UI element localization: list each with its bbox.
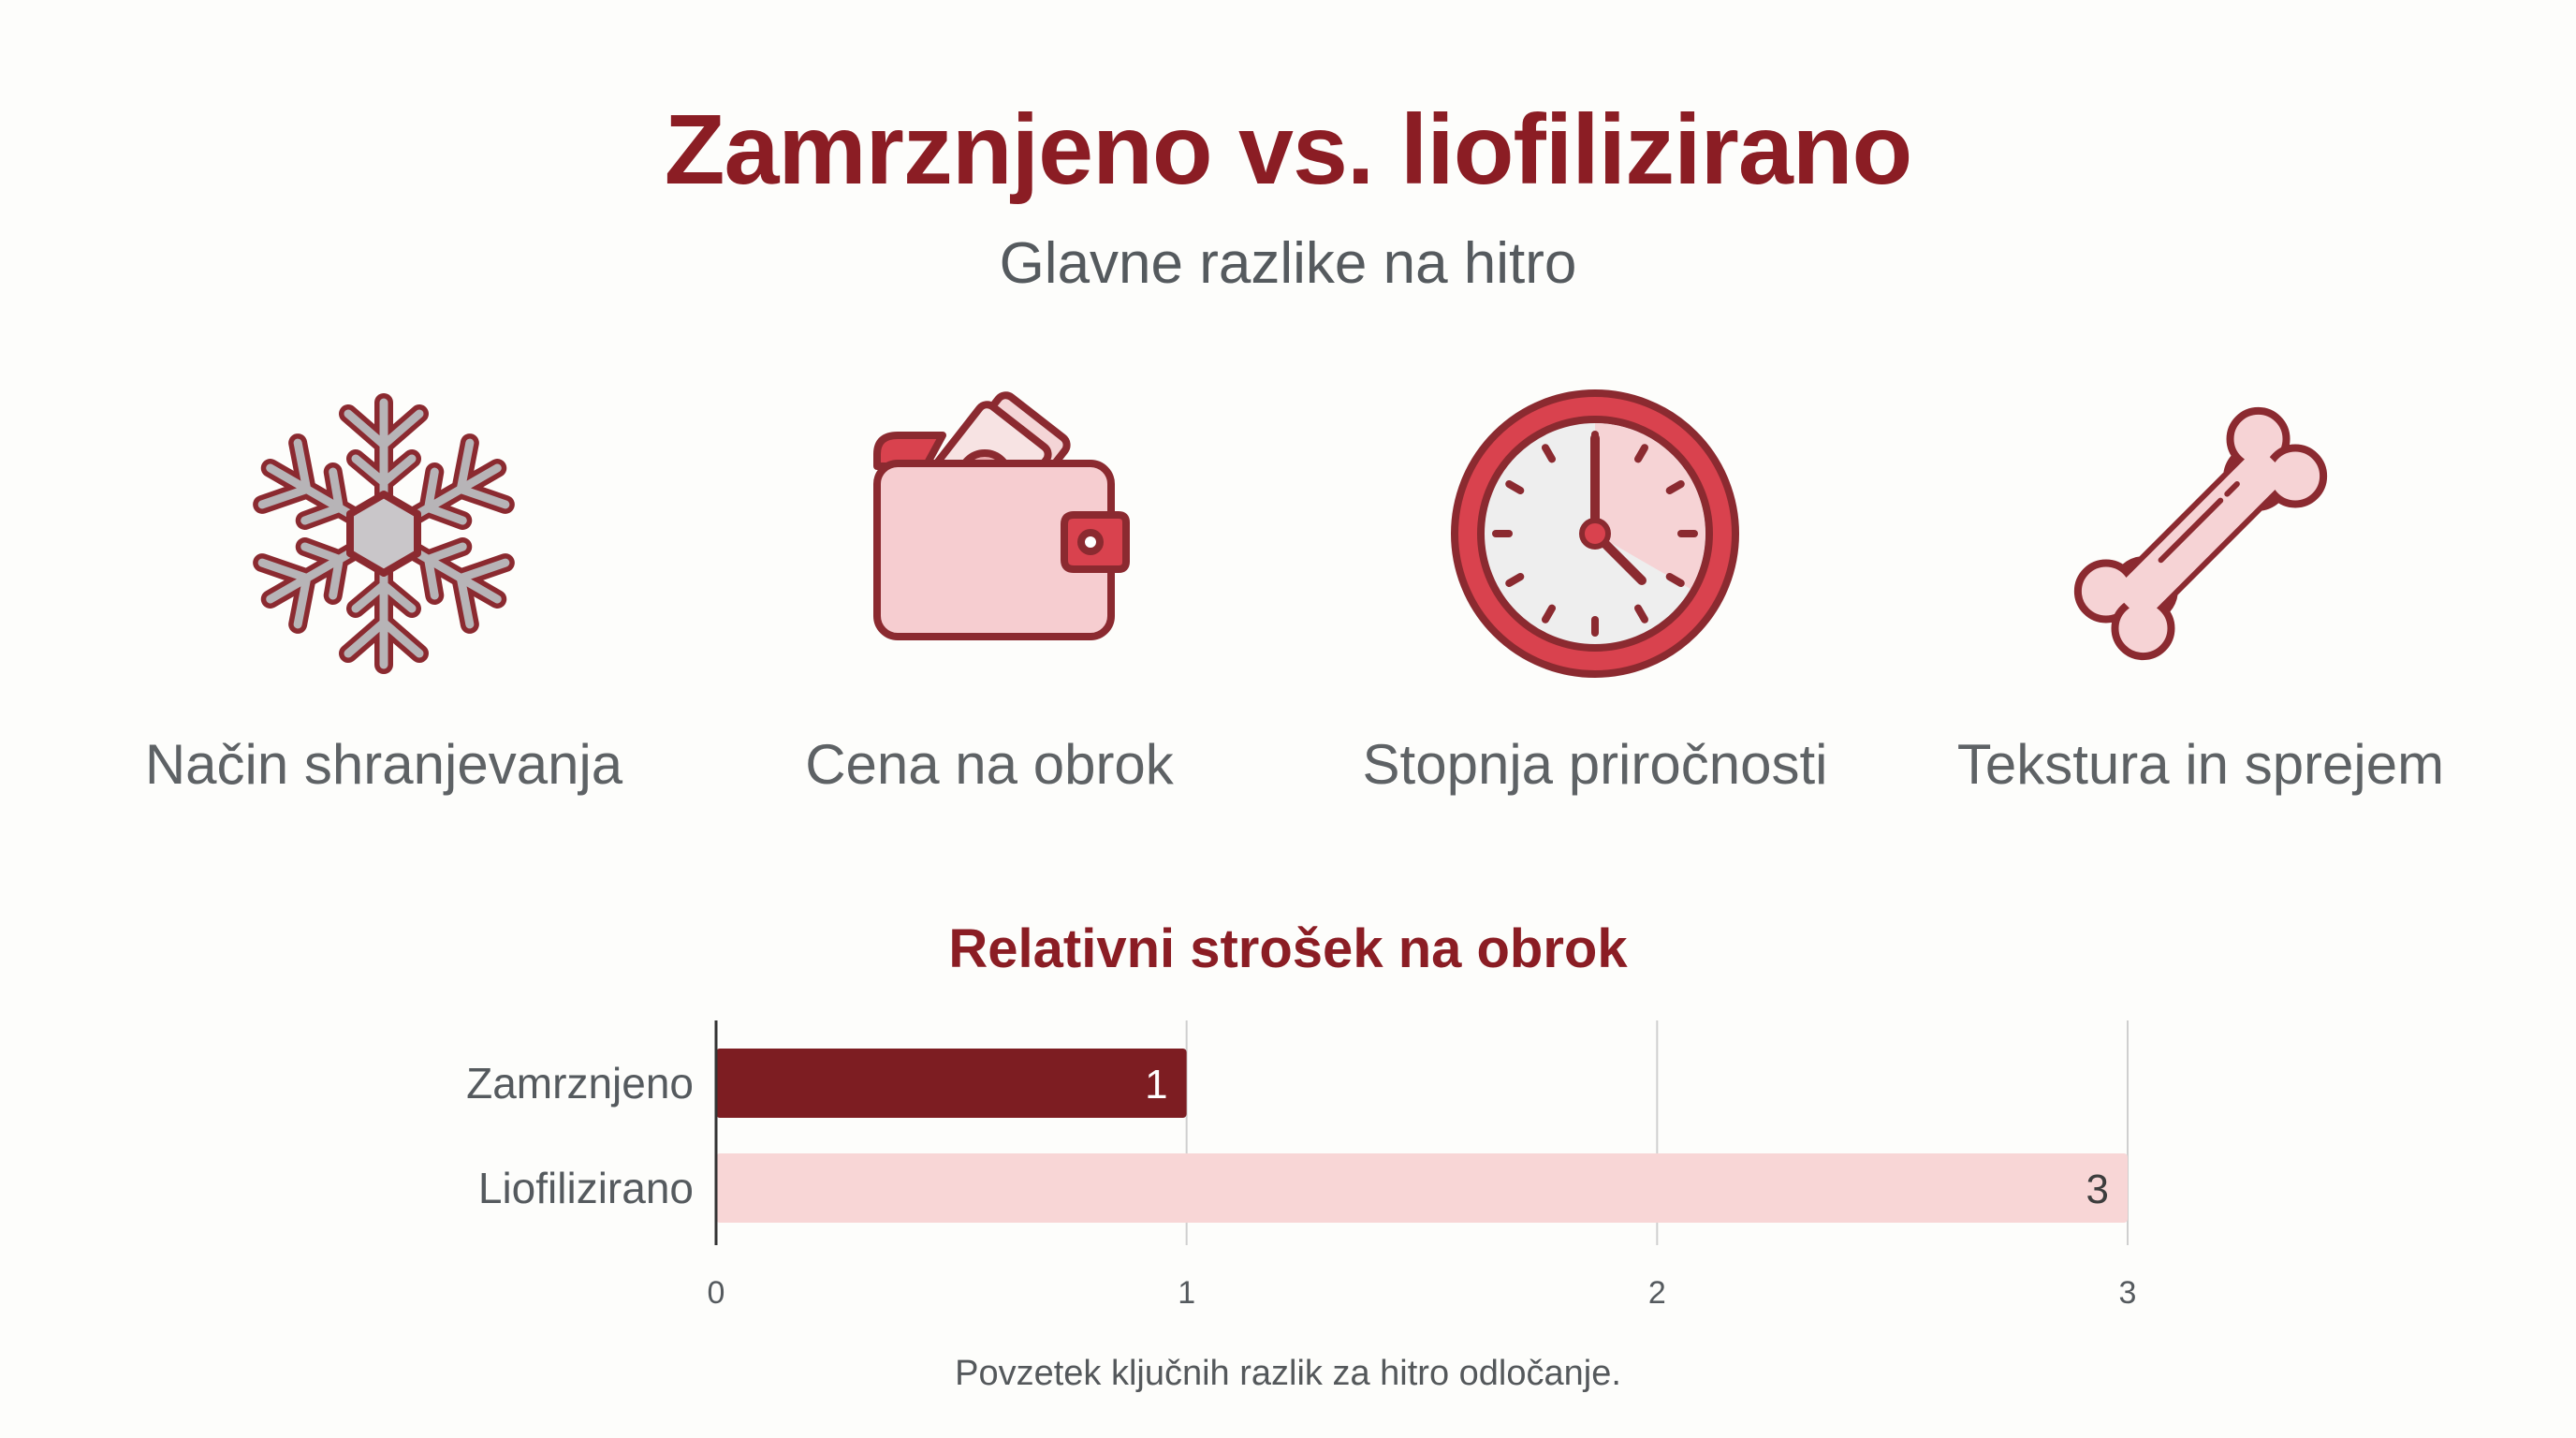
x-tick-label: 0 xyxy=(708,1275,725,1311)
bar xyxy=(716,1153,2128,1223)
snowflake-icon xyxy=(234,393,534,683)
feature-texture: Tekstura in sprejem xyxy=(1901,384,2500,814)
x-tick-label: 3 xyxy=(2119,1275,2137,1311)
feature-price: Cena na obrok xyxy=(690,384,1289,814)
clock-tick xyxy=(1634,444,1648,463)
feature-label-texture: Tekstura in sprejem xyxy=(1956,733,2445,796)
chart-title: Relativni strošek na obrok xyxy=(948,918,1628,979)
feature-convenience: Stopnja priročnosti xyxy=(1295,384,1895,814)
feature-label-convenience: Stopnja priročnosti xyxy=(1362,733,1828,796)
clock-tick xyxy=(1542,444,1556,463)
cost-bar-chart: 0 1 2 3 Zamrznjeno 1 Liofilizirano 3 xyxy=(466,1020,2137,1311)
bar xyxy=(716,1049,1187,1118)
page-subtitle: Glavne razlike na hitro xyxy=(999,231,1577,296)
page-title: Zamrznjeno vs. liofilizirano xyxy=(664,95,1913,205)
wallet-icon xyxy=(873,391,1130,640)
x-tick-label: 1 xyxy=(1178,1275,1195,1311)
feature-row: Način shranjevanja Cena na obrok xyxy=(0,384,2576,814)
category-label: Liofilizirano xyxy=(478,1164,694,1212)
category-label: Zamrznjeno xyxy=(466,1059,694,1108)
feature-label-storage: Način shranjevanja xyxy=(144,733,623,796)
clock-tick xyxy=(1542,604,1556,624)
footnote: Povzetek ključnih razlik za hitro odloča… xyxy=(955,1354,1621,1393)
x-tick-label: 2 xyxy=(1648,1275,1666,1311)
clock-icon xyxy=(1451,389,1739,678)
bone-icon xyxy=(2073,406,2328,661)
feature-label-price: Cena na obrok xyxy=(805,733,1174,796)
clock-tick xyxy=(1665,480,1685,494)
clock-tick xyxy=(1505,480,1525,494)
clock-tick xyxy=(1634,604,1648,624)
clock-tick xyxy=(1665,573,1685,587)
data-label: 1 xyxy=(1145,1062,1167,1108)
feature-storage: Način shranjevanja xyxy=(84,384,683,814)
data-label: 3 xyxy=(2086,1167,2109,1212)
clock-tick xyxy=(1505,573,1525,587)
